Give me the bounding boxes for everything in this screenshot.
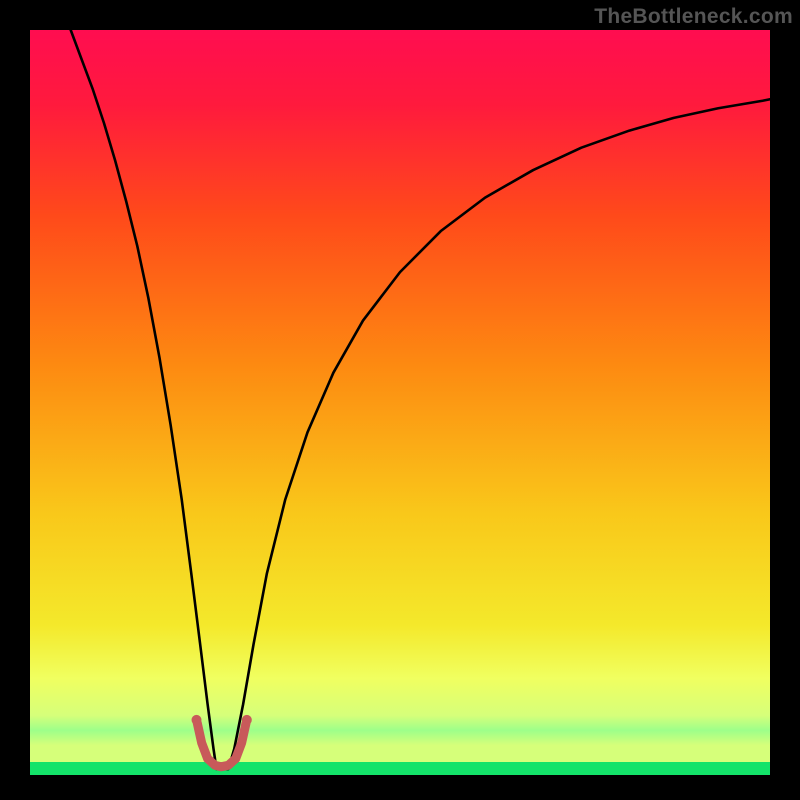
marker-dot — [192, 715, 202, 725]
chart-overlay — [0, 0, 800, 800]
chart-frame: TheBottleneck.com — [0, 0, 800, 800]
marker-dot — [242, 715, 252, 725]
bottleneck-curve — [71, 30, 770, 769]
watermark-text: TheBottleneck.com — [594, 5, 793, 29]
